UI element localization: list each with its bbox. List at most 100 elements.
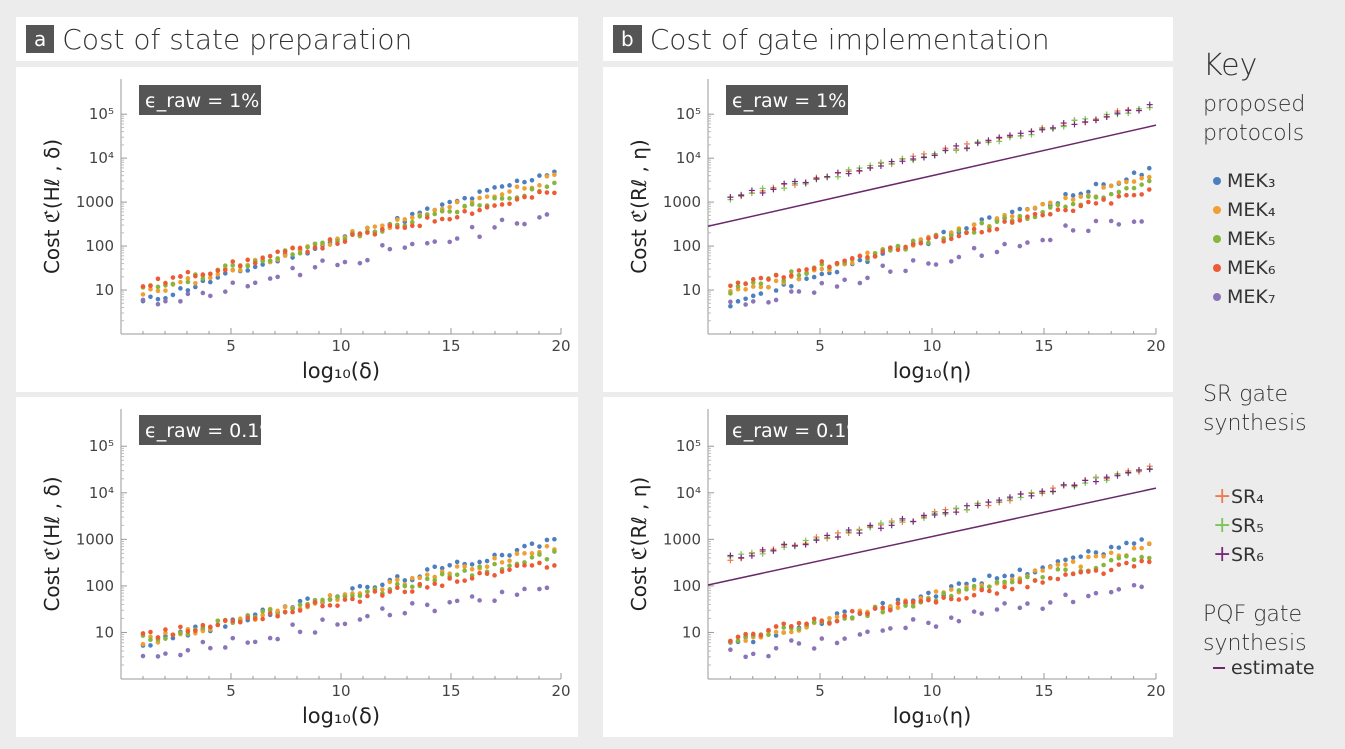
data-point-mek: [903, 599, 908, 605]
data-point-mek: [804, 271, 809, 276]
data-point-mek: [163, 651, 168, 656]
data-point-mek: [537, 189, 542, 195]
data-point-mek: [1146, 178, 1152, 184]
data-point-mek: [948, 230, 954, 235]
data-point-mek: [1063, 204, 1068, 210]
data-point-mek: [926, 240, 931, 246]
data-point-mek: [1124, 185, 1129, 191]
data-point-mek: [477, 189, 482, 194]
data-point-mek: [537, 586, 542, 592]
data-point-mek: [735, 280, 741, 286]
key-panel: [1190, 7, 1338, 742]
data-point-mek: [758, 275, 764, 281]
data-point-mek: [432, 211, 438, 217]
data-point-mek: [941, 591, 946, 596]
data-point-mek: [1139, 537, 1144, 542]
data-point-mek: [781, 630, 787, 635]
data-point-mek: [903, 603, 908, 608]
data-point-mek: [537, 560, 542, 566]
chart-b-top: 5 10 15 20 10 100 1000 10⁴ 10⁵ log₁₀(η) Cost ℭ(Rℓ …: [627, 79, 1166, 383]
data-point-mek: [880, 600, 886, 606]
data-point-mek: [933, 234, 939, 239]
data-point-mek: [1002, 584, 1007, 590]
data-point-mek: [327, 603, 333, 608]
data-point-mek: [735, 284, 741, 289]
data-point-mek: [1002, 215, 1007, 220]
data-point-mek: [178, 299, 183, 304]
data-point-mek: [1040, 580, 1045, 585]
data-point-mek: [1009, 579, 1015, 585]
data-point-mek: [1063, 592, 1068, 598]
data-point-mek: [743, 638, 748, 644]
data-point-mek: [499, 184, 505, 189]
x-tick-label: 10: [922, 682, 941, 700]
data-point-mek: [140, 284, 146, 289]
data-point-mek: [979, 611, 985, 616]
data-point-mek: [185, 276, 191, 281]
data-point-mek: [402, 217, 408, 222]
data-point-mek: [200, 290, 206, 296]
data-point-mek: [857, 280, 863, 286]
dot-marker-icon: [1213, 177, 1221, 185]
data-point-mek: [155, 296, 161, 302]
data-point-mek: [492, 552, 497, 558]
data-point-mek: [140, 631, 146, 636]
data-point-mek: [743, 287, 748, 292]
data-point-mek: [1025, 601, 1030, 606]
data-point-mek: [327, 242, 333, 247]
data-point-mek: [1078, 203, 1084, 209]
data-point-mek: [357, 617, 363, 622]
data-point-mek: [1025, 240, 1030, 245]
data-point-mek: [994, 249, 1000, 255]
data-point-mek: [454, 209, 460, 215]
data-point-mek: [200, 272, 206, 277]
data-point-mek: [1101, 185, 1106, 190]
data-point-mek: [735, 299, 741, 304]
data-point-mek: [185, 288, 191, 293]
data-point-mek: [402, 610, 408, 616]
data-point-mek: [290, 609, 295, 615]
data-point-mek: [766, 653, 771, 659]
data-point-mek: [811, 619, 817, 625]
data-point-mek: [781, 275, 787, 280]
data-point-mek: [1055, 576, 1061, 582]
data-point-mek: [1055, 207, 1061, 213]
data-point-mek: [918, 240, 924, 246]
data-point-mek: [1086, 554, 1091, 560]
data-point-mek: [1063, 192, 1068, 197]
y-tick-label: 10⁵: [676, 105, 701, 123]
pqf-estimate-line: [707, 124, 1157, 228]
data-point-mek: [357, 593, 363, 599]
data-point-mek: [819, 271, 825, 277]
data-point-mek: [529, 187, 535, 192]
data-point-mek: [1139, 219, 1144, 224]
data-point-mek: [1078, 564, 1084, 570]
data-point-mek: [842, 613, 847, 619]
data-point-mek: [834, 640, 840, 646]
data-point-mek: [454, 564, 460, 569]
data-point-mek: [1124, 553, 1129, 559]
data-point-mek: [796, 289, 802, 294]
y-tick-label: 10: [682, 623, 701, 641]
data-point-mek: [297, 272, 303, 278]
y-tick-label: 10⁴: [89, 149, 114, 167]
data-point-mek: [305, 249, 310, 255]
data-point-mek: [469, 224, 475, 230]
data-point-mek: [432, 239, 438, 244]
data-point-mek: [1025, 574, 1030, 580]
data-point-mek: [432, 574, 438, 580]
data-point-mek: [827, 616, 832, 621]
data-point-mek: [365, 593, 370, 599]
data-point-mek: [895, 243, 901, 249]
data-point-mek: [552, 190, 557, 196]
data-point-mek: [267, 276, 273, 281]
data-point-mek: [1009, 586, 1015, 592]
key-group-sr: SR gate synthesis: [1203, 380, 1307, 438]
data-point-mek: [140, 297, 146, 303]
data-point-mek: [312, 265, 318, 270]
data-point-mek: [409, 211, 415, 217]
data-point-mek: [1055, 202, 1061, 208]
data-point-mek: [357, 599, 363, 605]
data-point-mek: [290, 606, 295, 612]
data-point-mek: [387, 612, 393, 618]
